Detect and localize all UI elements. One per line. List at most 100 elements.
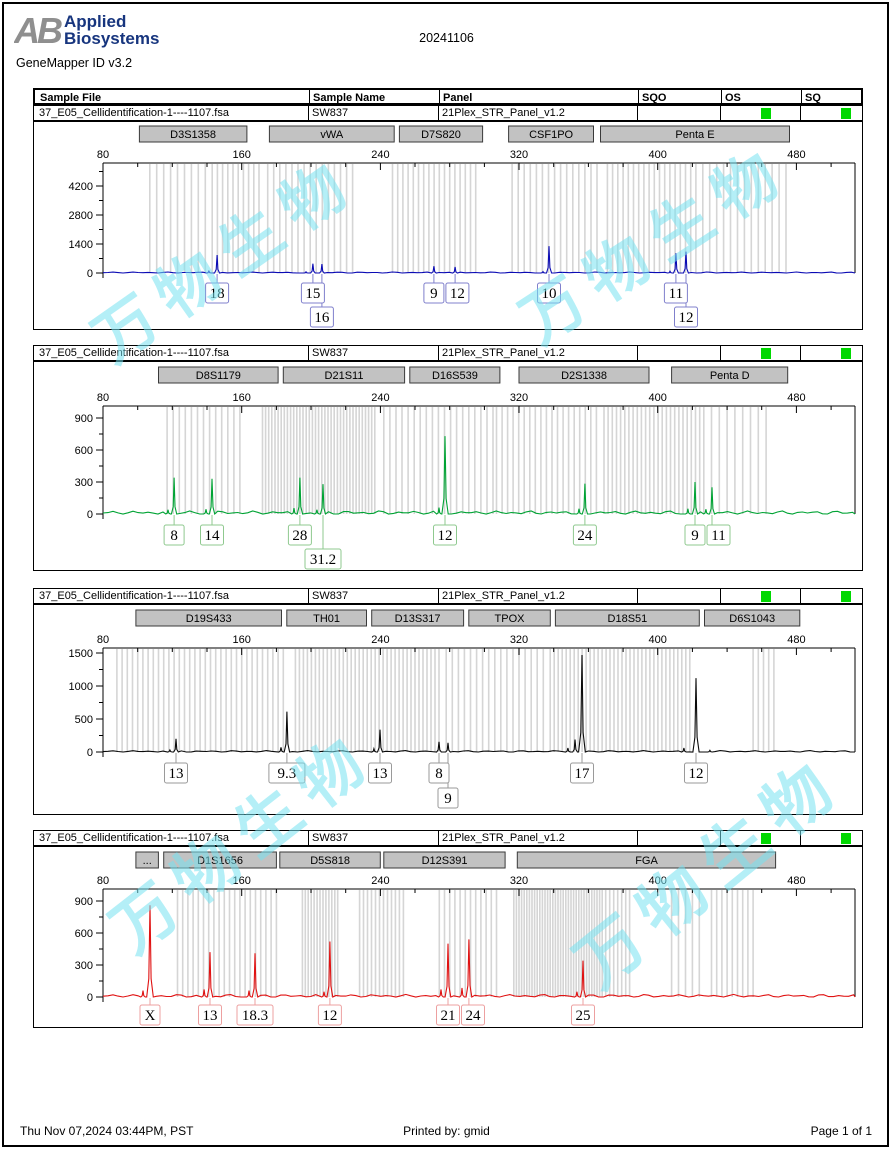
- allele-bin: [190, 407, 193, 514]
- allele-bin: [682, 407, 684, 514]
- allele-bin: [157, 649, 160, 752]
- allele-bin: [433, 164, 435, 273]
- y-axis-tick-label: 4200: [69, 181, 93, 193]
- allele-label-box: [437, 787, 459, 809]
- allele-bin: [625, 649, 627, 752]
- allele-bin: [553, 649, 555, 752]
- allele-bin: [378, 649, 380, 752]
- allele-label: 21: [441, 1008, 456, 1024]
- allele-bin: [695, 164, 697, 273]
- allele-label-box: [445, 282, 470, 304]
- allele-bin: [443, 164, 446, 273]
- footer-page-number: Page 1 of 1: [810, 1124, 872, 1138]
- allele-bin: [661, 649, 663, 752]
- allele-bin: [645, 649, 647, 752]
- allele-bin: [486, 407, 488, 514]
- allele-bin: [617, 649, 619, 752]
- marker-box: [371, 609, 465, 627]
- allele-bin: [684, 890, 687, 997]
- allele-bin: [258, 164, 260, 273]
- y-axis-tick-label: 600: [75, 445, 93, 457]
- allele-bin: [334, 890, 336, 997]
- x-axis-tick-label: 80: [97, 392, 109, 404]
- marker-label: Penta E: [675, 129, 714, 141]
- allele-bin: [606, 164, 609, 273]
- allele-bin: [679, 164, 682, 273]
- allele-bin: [321, 407, 323, 514]
- marker-box: [671, 366, 789, 384]
- allele-bin: [314, 649, 317, 752]
- allele-bin: [685, 649, 687, 752]
- allele-bin: [362, 649, 364, 752]
- allele-bin: [757, 649, 760, 752]
- allele-bin: [183, 649, 186, 752]
- allele-bin: [553, 164, 556, 273]
- allele-bin: [535, 164, 538, 273]
- y-axis-tick-label: 1500: [69, 648, 93, 660]
- allele-bin: [644, 407, 647, 514]
- allele-bin: [567, 890, 570, 997]
- allele-bin: [629, 649, 631, 752]
- allele-bin: [270, 890, 272, 997]
- allele-bin: [545, 407, 548, 514]
- allele-bin: [636, 407, 639, 514]
- allele-bin: [331, 890, 333, 997]
- allele-bin: [202, 890, 205, 997]
- allele-bin: [391, 164, 394, 273]
- col-sample-name: Sample Name: [313, 92, 386, 104]
- allele-bin: [283, 407, 286, 514]
- allele-bin: [624, 890, 627, 997]
- electropherogram-panel-green: D8S1179 D21S11 D16S539 D2S1338 Penta D 80 160 2…: [33, 361, 863, 571]
- allele-label-box: [674, 306, 698, 328]
- allele-bin: [621, 649, 623, 752]
- allele-bin: [640, 407, 643, 514]
- allele-bin: [374, 407, 376, 514]
- allele-bin: [578, 407, 581, 514]
- electropherogram-plot-green: D8S1179 D21S11 D16S539 D2S1338 Penta D80 160 2…: [75, 366, 856, 570]
- allele-bin: [607, 407, 609, 514]
- marker-box: [286, 609, 367, 627]
- allele-label: 12: [438, 528, 453, 544]
- allele-bin: [511, 164, 513, 273]
- allele-label-box: [268, 762, 306, 784]
- allele-bin: [474, 407, 476, 514]
- allele-label-box: [317, 1004, 342, 1026]
- allele-bin: [601, 890, 603, 997]
- allele-bin: [757, 407, 760, 514]
- allele-bin: [233, 890, 236, 997]
- col-sample-file: Sample File: [40, 92, 102, 104]
- x-axis-tick-label: 80: [97, 634, 109, 646]
- marker-label: D7S820: [421, 129, 461, 141]
- sample-file-value: 37_E05_Cellidentification-1----1107.fsa: [39, 347, 229, 359]
- allele-bin: [413, 407, 415, 514]
- allele-bin: [616, 890, 619, 997]
- marker-box: [600, 125, 790, 143]
- page-border: [2, 2, 889, 1147]
- allele-label: 8: [170, 528, 178, 544]
- allele-bin: [603, 407, 605, 514]
- allele-bin: [559, 890, 562, 997]
- allele-bin: [366, 649, 368, 752]
- marker-label: FGA: [635, 855, 658, 867]
- allele-label: 31.2: [310, 552, 336, 568]
- allele-bin: [622, 164, 624, 273]
- allele-bin: [678, 407, 680, 514]
- allele-bin: [593, 649, 595, 752]
- sample-row: 37_E05_Cellidentification-1----1107.fsa …: [33, 345, 863, 361]
- allele-bin: [202, 407, 205, 514]
- allele-bin: [223, 890, 226, 997]
- y-axis-tick-label: 1000: [69, 681, 93, 693]
- allele-bin: [322, 890, 324, 997]
- allele-bin: [480, 890, 482, 997]
- allele-bin: [475, 649, 478, 752]
- allele-bin: [310, 890, 312, 997]
- electropherogram-panel-blue: D3S1358 vWA D7S820 CSF1PO Penta E 80 160 240 320…: [33, 121, 863, 330]
- allele-bin: [524, 649, 526, 752]
- allele-bin: [726, 407, 728, 514]
- allele-bin: [194, 649, 196, 752]
- allele-bin: [338, 649, 341, 752]
- x-axis-tick-label: 480: [787, 392, 805, 404]
- allele-bin: [632, 407, 634, 514]
- allele-bin: [443, 890, 446, 997]
- allele-bin: [526, 890, 528, 997]
